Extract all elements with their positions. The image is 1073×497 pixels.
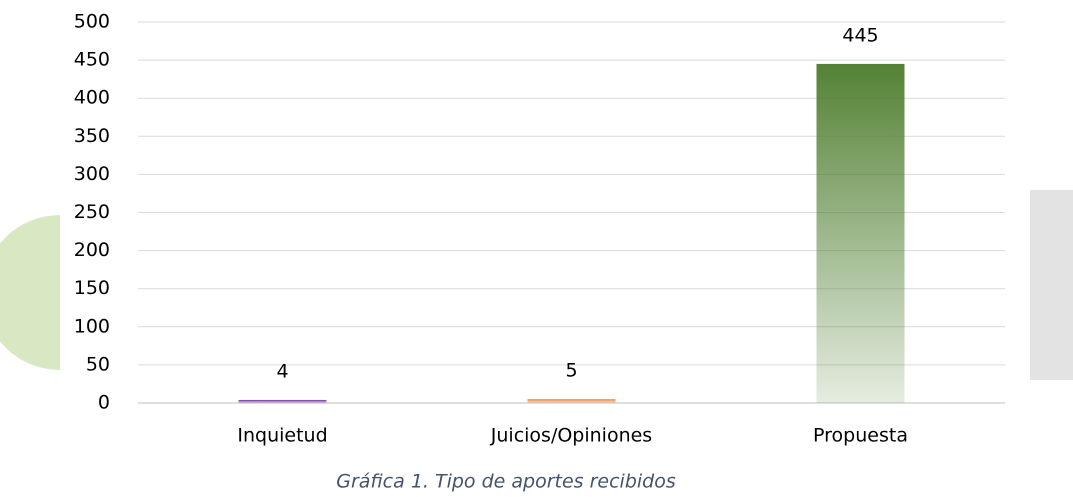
y-tick-label: 450 — [74, 49, 110, 71]
y-tick-label: 0 — [98, 392, 110, 414]
y-tick-label: 200 — [74, 239, 110, 261]
y-tick-label: 100 — [74, 315, 110, 337]
bar — [816, 63, 905, 403]
data-label: 4 — [276, 360, 288, 382]
plot-area: 0 50 100 150 200 250 300 350 400 450 500 Inquietud 4… — [74, 11, 1005, 447]
y-tick-label: 50 — [86, 353, 110, 375]
y-tick-label: 400 — [74, 87, 110, 109]
y-tick-label: 500 — [74, 11, 110, 33]
x-tick-label: Propuesta — [813, 425, 908, 447]
watermark-shape — [0, 215, 60, 370]
bar — [527, 399, 616, 403]
chart-caption: Gráfica 1. Tipo de aportes recibidos — [336, 471, 676, 493]
y-tick-label: 250 — [74, 201, 110, 223]
x-tick-label: Juicios/Opiniones — [490, 425, 652, 447]
x-tick-label: Inquietud — [237, 425, 327, 447]
y-tick-label: 300 — [74, 163, 110, 185]
watermark — [0, 190, 1073, 380]
y-tick-label: 150 — [74, 277, 110, 299]
y-tick-label: 350 — [74, 125, 110, 147]
data-label: 445 — [842, 24, 878, 46]
watermark-shape — [1030, 190, 1073, 380]
bar — [238, 399, 327, 403]
data-label: 5 — [565, 360, 577, 382]
